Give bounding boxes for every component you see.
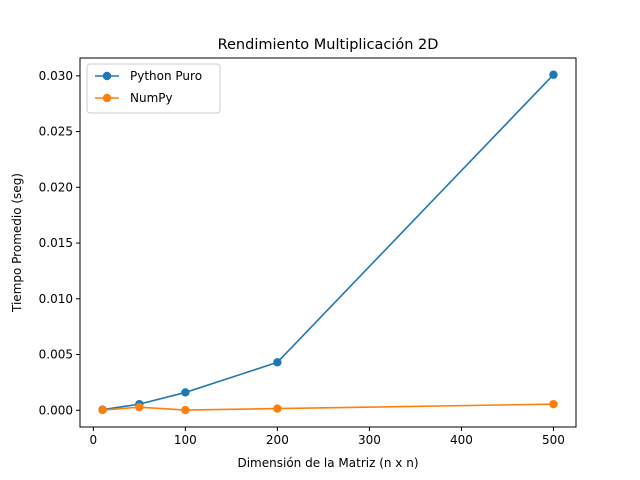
y-tick-label: 0.015 [39,236,73,250]
legend-label: NumPy [130,91,173,105]
x-tick-label: 100 [174,433,197,447]
x-tick-label: 300 [358,433,381,447]
data-point [181,405,190,415]
data-point [181,388,190,397]
y-tick-label: 0.020 [39,180,73,194]
legend-box [86,63,221,114]
legend-marker [102,93,112,103]
y-tick-label: 0.010 [39,292,73,306]
chart-title: Rendimiento Multiplicación 2D [218,37,439,53]
y-tick-label: 0.030 [39,69,73,83]
data-point [549,399,558,409]
x-tick-label: 0 [90,433,98,447]
x-tick-label: 200 [266,433,289,447]
data-point [273,358,282,367]
plot-frame [79,57,577,428]
legend-marker [102,71,112,81]
y-tick-label: 0.005 [39,348,73,362]
x-axis-ticks: 0 100 200 300 400 500 [90,427,565,447]
y-axis-ticks: 0.000 0.005 0.010 0.015 0.020 0.025 0.030 [39,69,80,417]
y-axis-title: Tiempo Promedio (seg) [10,173,24,313]
x-axis-title: Dimensión de la Matriz (n x n) [237,456,418,470]
data-point [98,405,107,415]
data-point [135,402,144,412]
x-tick-label: 400 [450,433,473,447]
data-point [273,404,282,413]
series-layer [98,70,558,415]
x-tick-label: 500 [542,433,565,447]
y-tick-label: 0.025 [39,125,73,139]
legend: Python Puro NumPy [86,63,221,114]
legend-label: Python Puro [130,69,202,83]
plot-area [80,58,576,427]
y-tick-label: 0.000 [39,403,73,417]
data-point [549,70,558,79]
